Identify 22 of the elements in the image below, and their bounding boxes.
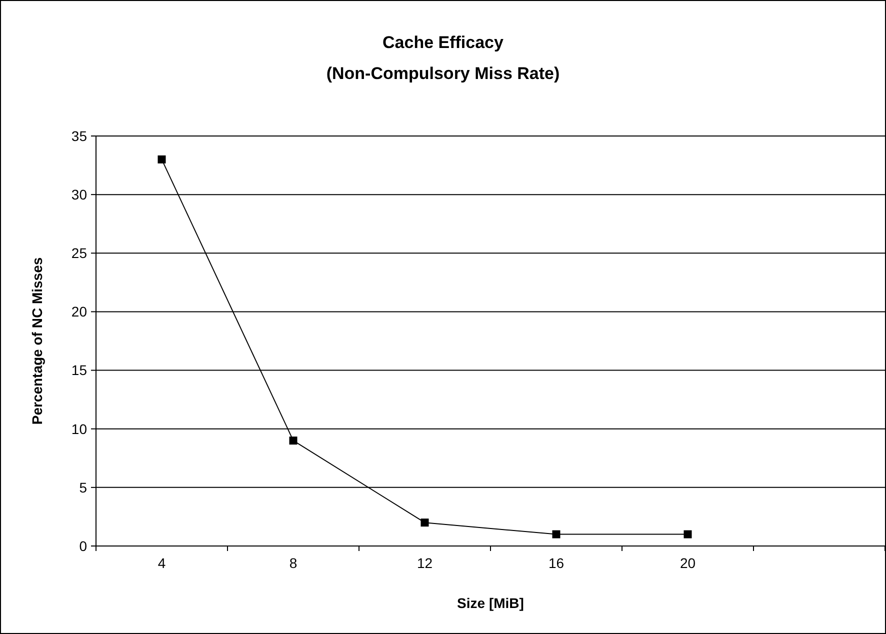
y-tick-label: 15 [71, 362, 88, 378]
point [684, 530, 692, 538]
x-axis-title: Size [MiB] [457, 595, 524, 611]
x-tick-label: 8 [289, 555, 298, 571]
y-tick-label: 10 [71, 420, 88, 437]
y-tick-label: 20 [71, 304, 88, 320]
point [289, 436, 298, 445]
chart-title: Cache Efficacy [382, 33, 504, 52]
y-tick-label: 25 [71, 245, 88, 262]
x-tick-label: 12 [416, 555, 433, 571]
y-axis-title: Percentage of NC Misses [29, 257, 45, 425]
x-tick-label: 4 [158, 555, 166, 571]
point [552, 530, 560, 538]
point [420, 518, 429, 527]
y-tick-label: 30 [71, 186, 88, 202]
x-tick-label: 16 [548, 555, 564, 571]
y-tick-label: 5 [79, 479, 88, 496]
x-tick-label: 20 [680, 555, 696, 571]
y-tick-label: 0 [79, 538, 88, 554]
y-tick-label: 35 [71, 128, 88, 144]
point [158, 155, 166, 164]
chart-subtitle: (Non-Compulsory Miss Rate) [326, 64, 560, 83]
